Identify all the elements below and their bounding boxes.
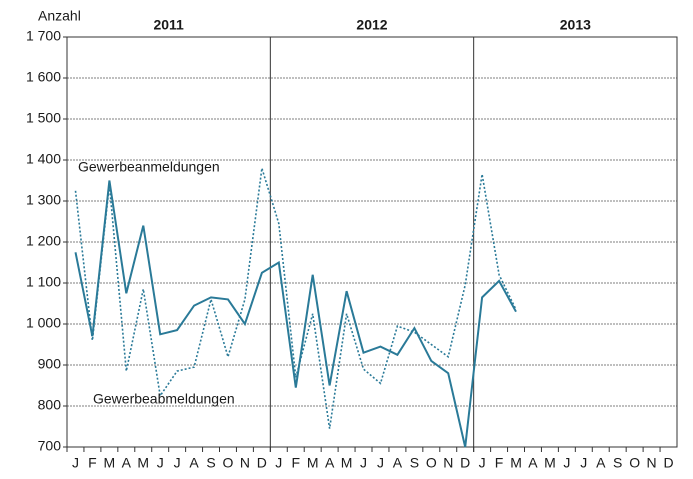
year-label: 2013	[560, 17, 591, 33]
y-tick-label: 1 300	[26, 192, 61, 208]
x-tick-label: A	[393, 455, 403, 471]
y-tick-label: 1 700	[26, 28, 61, 44]
x-tick-label: D	[257, 455, 267, 471]
y-tick-label: 800	[38, 397, 62, 413]
x-tick-label: O	[426, 455, 437, 471]
x-tick-label: A	[189, 455, 199, 471]
x-tick-label: A	[122, 455, 132, 471]
x-tick-label: F	[495, 455, 504, 471]
x-tick-label: M	[104, 455, 116, 471]
y-tick-label: 700	[38, 438, 62, 454]
x-tick-label: S	[613, 455, 622, 471]
x-tick-label: S	[410, 455, 419, 471]
y-tick-label: 1 100	[26, 274, 61, 290]
x-tick-label: D	[663, 455, 673, 471]
y-tick-label: 900	[38, 356, 62, 372]
y-tick-label: 1 200	[26, 233, 61, 249]
x-tick-label: O	[629, 455, 640, 471]
x-tick-label: J	[563, 455, 570, 471]
y-tick-label: 1 600	[26, 69, 61, 85]
series-label: Gewerbeabmeldungen	[93, 391, 235, 407]
x-tick-label: M	[341, 455, 353, 471]
x-tick-label: S	[206, 455, 215, 471]
x-tick-label: F	[88, 455, 97, 471]
x-tick-label: J	[580, 455, 587, 471]
x-tick-label: M	[510, 455, 522, 471]
x-tick-label: J	[157, 455, 164, 471]
x-tick-label: J	[275, 455, 282, 471]
x-tick-label: F	[291, 455, 300, 471]
year-label: 2011	[153, 17, 184, 33]
y-tick-label: 1 500	[26, 110, 61, 126]
x-tick-label: O	[223, 455, 234, 471]
series-line	[74, 180, 517, 448]
series-label: Gewerbeanmeldungen	[78, 159, 220, 175]
x-tick-label: A	[596, 455, 606, 471]
x-tick-label: M	[307, 455, 319, 471]
x-tick-label: N	[443, 455, 453, 471]
x-tick-label: A	[325, 455, 335, 471]
x-tick-label: N	[647, 455, 657, 471]
y-tick-label: 1 400	[26, 151, 61, 167]
x-tick-label: J	[377, 455, 384, 471]
x-tick-label: M	[137, 455, 149, 471]
x-tick-label: J	[174, 455, 181, 471]
x-tick-label: J	[360, 455, 367, 471]
x-tick-label: A	[528, 455, 538, 471]
x-tick-label: M	[544, 455, 556, 471]
y-axis-label: Anzahl	[38, 8, 81, 24]
x-tick-label: J	[72, 455, 79, 471]
x-tick-label: N	[240, 455, 250, 471]
x-tick-label: D	[460, 455, 470, 471]
series-line	[74, 167, 517, 429]
y-tick-label: 1 000	[26, 315, 61, 331]
x-tick-label: J	[479, 455, 486, 471]
year-label: 2012	[356, 17, 387, 33]
